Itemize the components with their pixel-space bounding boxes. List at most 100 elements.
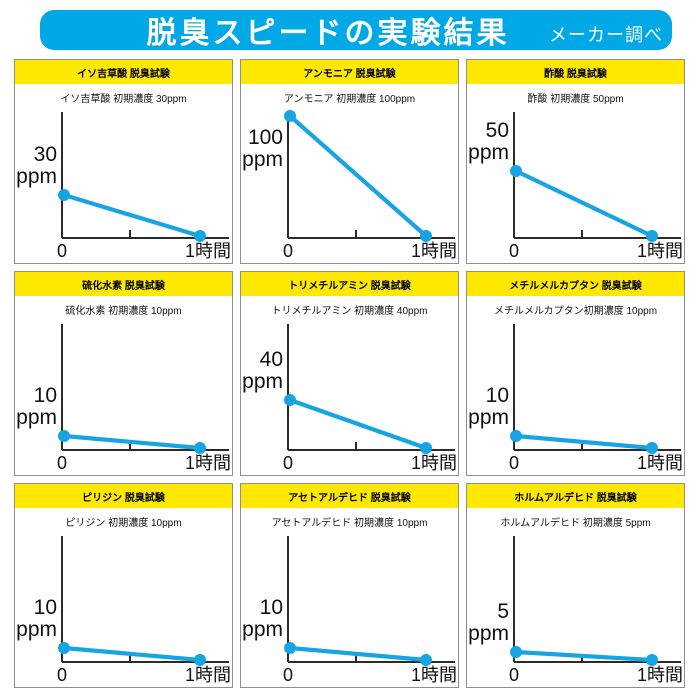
- line-chart: 0 1時間 10ppm: [16, 536, 231, 685]
- x-tick-label-start: 0: [508, 665, 518, 685]
- y-axis-label-unit: ppm: [468, 406, 509, 429]
- x-tick-label-start: 0: [56, 453, 66, 473]
- data-point-start: [509, 646, 522, 658]
- x-tick-label-end: 1時間: [410, 665, 456, 685]
- chart-panel: イソ吉草酸 脱臭試験 イソ吉草酸 初期濃度 30ppm 0 1時間 30 ppm: [14, 59, 233, 264]
- chart-panel: ピリジン 脱臭試験 ピリジン 初期濃度 10ppm 0 1時間 10 ppm: [14, 483, 233, 688]
- data-point-end: [645, 442, 658, 454]
- data-point-start: [283, 642, 296, 654]
- x-tick-label-start: 0: [508, 241, 518, 261]
- x-tick-label-end: 1時間: [636, 241, 682, 261]
- data-line: [61, 433, 202, 451]
- chart-panel: アンモニア 脱臭試験 アンモニア 初期濃度 100ppm 0 1時間 100 ppm: [240, 59, 459, 264]
- data-point-start: [57, 430, 70, 442]
- data-line: [287, 113, 428, 239]
- chart-title: メチルメルカプタン 脱臭試験: [467, 272, 684, 296]
- y-axis-label-value: 10: [33, 384, 56, 407]
- chart-title: イソ吉草酸 脱臭試験: [15, 60, 232, 84]
- chart-subtitle: トリメチルアミン 初期濃度 40ppm: [271, 305, 428, 317]
- x-tick-label-start: 0: [56, 665, 66, 685]
- data-point-end: [193, 442, 206, 454]
- chart-subtitle: 硫化水素 初期濃度 10ppm: [65, 305, 182, 317]
- y-axis-label-unit: ppm: [468, 141, 509, 164]
- chart-subtitle: ホルムアルデヒド 初期濃度 5ppm: [500, 517, 651, 529]
- line-chart: 0 1時間 40ppm: [242, 324, 457, 473]
- chart-title: 硫化水素 脱臭試験: [15, 272, 232, 296]
- y-axis-label-unit: ppm: [242, 618, 283, 641]
- chart-subtitle: アセトアルデヒド 初期濃度 10ppm: [271, 517, 428, 529]
- data-line: [287, 397, 428, 451]
- data-point-end: [645, 230, 658, 242]
- data-point-start: [57, 189, 70, 201]
- x-tick-label-end: 1時間: [184, 241, 230, 261]
- data-line: [61, 645, 202, 663]
- chart-panel: ホルムアルデヒド 脱臭試験 ホルムアルデヒド 初期濃度 5ppm 0 1時間 5 pp…: [466, 483, 685, 688]
- chart-title: ピリジン 脱臭試験: [15, 484, 232, 508]
- data-line: [513, 433, 654, 451]
- x-tick-label-end: 1時間: [184, 665, 230, 685]
- data-point-start: [509, 430, 522, 442]
- data-point-start: [283, 110, 296, 122]
- line-chart: 0 1時間 30ppm: [16, 112, 231, 261]
- y-axis-label-value: 10: [485, 384, 508, 407]
- chart-panel: 酢酸 脱臭試験 酢酸 初期濃度 50ppm 0 1時間 50 ppm: [466, 59, 685, 264]
- y-axis-label-value: 10: [259, 596, 282, 619]
- charts-grid: イソ吉草酸 脱臭試験 イソ吉草酸 初期濃度 30ppm 0 1時間 30 ppm アン…: [14, 59, 686, 688]
- page-title: 脱臭スピードの実験結果: [146, 17, 510, 50]
- chart-panel: アセトアルデヒド 脱臭試験 アセトアルデヒド 初期濃度 10ppm 0 1時間 10…: [240, 483, 459, 688]
- header-banner: 脱臭スピードの実験結果 メーカー調べ: [40, 10, 672, 50]
- x-tick-label-start: 0: [508, 453, 518, 473]
- chart-panel: トリメチルアミン 脱臭試験 トリメチルアミン 初期濃度 40ppm 0 1時間 40…: [240, 271, 459, 476]
- x-tick-label-start: 0: [56, 241, 66, 261]
- x-tick-label-end: 1時間: [184, 453, 230, 473]
- line-chart: 0 1時間 10ppm: [242, 536, 457, 685]
- line-chart: 0 1時間 5ppm: [468, 536, 683, 685]
- chart-subtitle: アンモニア 初期濃度 100ppm: [283, 93, 416, 105]
- y-axis-label-value: 40: [259, 348, 282, 371]
- y-axis-label-unit: ppm: [16, 406, 57, 429]
- data-point-start: [509, 165, 522, 177]
- x-tick-label-start: 0: [282, 241, 292, 261]
- chart-title: アンモニア 脱臭試験: [241, 60, 458, 84]
- data-point-end: [193, 230, 206, 242]
- data-point-start: [283, 394, 296, 406]
- chart-title: トリメチルアミン 脱臭試験: [241, 272, 458, 296]
- chart-subtitle: メチルメルカプタン初期濃度 10ppm: [493, 305, 658, 317]
- data-line: [513, 649, 654, 663]
- y-axis-label-value: 30: [33, 143, 56, 166]
- chart-title: アセトアルデヒド 脱臭試験: [241, 484, 458, 508]
- chart-title: ホルムアルデヒド 脱臭試験: [467, 484, 684, 508]
- y-axis-label-unit: ppm: [16, 165, 57, 188]
- x-tick-label-end: 1時間: [636, 453, 682, 473]
- line-chart: 0 1時間 100ppm: [242, 110, 457, 261]
- data-point-end: [419, 230, 432, 242]
- chart-subtitle: イソ吉草酸 初期濃度 30ppm: [60, 93, 187, 105]
- data-line: [61, 192, 202, 239]
- x-tick-label-end: 1時間: [410, 241, 456, 261]
- chart-panel: 硫化水素 脱臭試験 硫化水素 初期濃度 10ppm 0 1時間 10 ppm: [14, 271, 233, 476]
- line-chart: 0 1時間 50ppm: [468, 112, 683, 261]
- data-point-end: [419, 654, 432, 666]
- data-point-end: [193, 654, 206, 666]
- data-point-start: [57, 642, 70, 654]
- data-line: [287, 645, 428, 663]
- y-axis-label-unit: ppm: [16, 618, 57, 641]
- x-tick-label-end: 1時間: [636, 665, 682, 685]
- chart-subtitle: 酢酸 初期濃度 50ppm: [527, 93, 624, 105]
- source-note: メーカー調べ: [549, 25, 663, 45]
- data-point-end: [645, 654, 658, 666]
- y-axis-label-value: 100: [247, 126, 282, 149]
- chart-title: 酢酸 脱臭試験: [467, 60, 684, 84]
- y-axis-label-value: 5: [497, 600, 509, 623]
- line-chart: 0 1時間 10ppm: [16, 324, 231, 473]
- y-axis-label-unit: ppm: [468, 622, 509, 645]
- y-axis-label-value: 50: [485, 119, 508, 142]
- x-tick-label-start: 0: [282, 665, 292, 685]
- chart-panel: メチルメルカプタン 脱臭試験 メチルメルカプタン初期濃度 10ppm 0 1時間 1…: [466, 271, 685, 476]
- x-tick-label-end: 1時間: [410, 453, 456, 473]
- data-point-end: [419, 442, 432, 454]
- line-chart: 0 1時間 10ppm: [468, 324, 683, 473]
- y-axis-label-unit: ppm: [242, 148, 283, 171]
- data-line: [513, 168, 654, 239]
